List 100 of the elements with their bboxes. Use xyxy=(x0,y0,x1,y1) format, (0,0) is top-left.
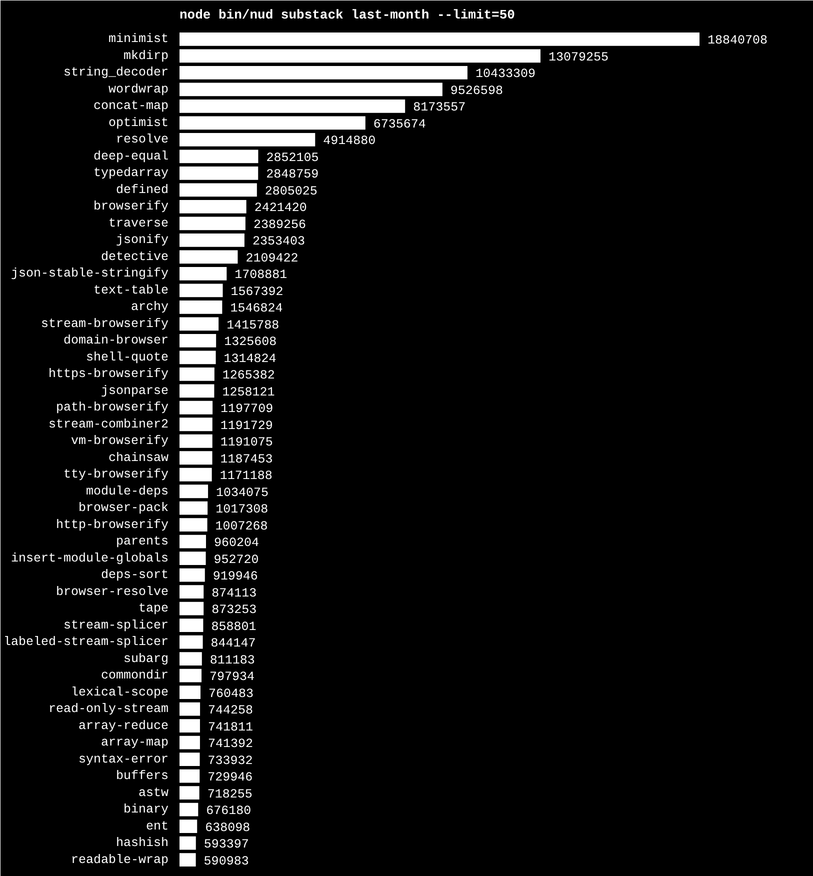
bar xyxy=(180,216,246,230)
bar xyxy=(180,166,258,180)
data-label: 1034075 xyxy=(216,486,269,500)
data-label: 2805025 xyxy=(264,184,318,198)
data-label: 760483 xyxy=(208,686,254,701)
y-tick-label: read-only-stream xyxy=(48,702,169,716)
data-label: 638098 xyxy=(205,820,250,835)
y-tick-label: jsonify xyxy=(116,233,169,248)
y-tick-label: browser-pack xyxy=(78,501,168,516)
bar xyxy=(180,133,316,146)
data-label: 1197709 xyxy=(220,402,274,416)
bar xyxy=(180,367,214,381)
y-tick-label: hashish xyxy=(116,836,169,850)
bar xyxy=(180,853,196,866)
bar xyxy=(180,602,204,616)
y-tick-label: typedarray xyxy=(93,166,169,180)
bar xyxy=(180,100,406,113)
y-tick-label: optimist xyxy=(108,116,169,130)
y-tick-label: defined xyxy=(116,182,169,197)
y-tick-label: browser-resolve xyxy=(56,584,169,599)
y-tick-label: domain-browser xyxy=(63,334,169,348)
y-tick-label: jsonparse xyxy=(100,384,169,398)
bar xyxy=(180,32,700,46)
y-tick-label: module-deps xyxy=(86,484,168,498)
bar xyxy=(180,769,200,783)
bar xyxy=(180,116,366,130)
bar xyxy=(180,468,212,482)
bar xyxy=(180,719,200,733)
y-tick-label: stream-splicer xyxy=(63,618,169,632)
y-tick-label: parents xyxy=(116,534,169,549)
bar xyxy=(180,266,227,280)
data-label: 952720 xyxy=(214,552,259,567)
data-label: 874113 xyxy=(212,586,257,600)
data-label: 1415788 xyxy=(226,318,280,332)
data-label: 718255 xyxy=(207,787,252,802)
bar xyxy=(180,150,258,164)
y-tick-label: browserify xyxy=(93,200,169,214)
data-label: 1708881 xyxy=(234,268,288,282)
data-label: 873253 xyxy=(212,603,257,618)
y-tick-label: minimist xyxy=(108,32,169,46)
bar xyxy=(180,635,203,649)
y-tick-label: concat-map xyxy=(93,99,169,114)
data-label: 593397 xyxy=(204,838,249,852)
y-tick-label: resolve xyxy=(116,132,169,147)
bar xyxy=(180,49,540,63)
y-tick-label: buffers xyxy=(116,769,169,784)
data-label: 1567392 xyxy=(230,284,284,299)
data-label: 744258 xyxy=(208,704,254,718)
bar xyxy=(180,334,216,348)
bar xyxy=(180,652,202,666)
data-label: 1017308 xyxy=(216,502,268,517)
data-label: 2421420 xyxy=(254,201,307,216)
y-tick-label: detective xyxy=(100,250,169,264)
bar xyxy=(180,434,212,448)
bar xyxy=(180,183,257,197)
bar xyxy=(180,618,204,632)
y-tick-label: tty-browserify xyxy=(63,468,169,482)
bar xyxy=(180,66,468,80)
bar xyxy=(180,501,208,515)
bar xyxy=(180,518,208,532)
data-label: 1265382 xyxy=(222,368,275,383)
y-tick-label: array-reduce xyxy=(78,718,168,733)
data-label: 1546824 xyxy=(230,302,283,316)
data-label: 8173557 xyxy=(413,100,466,115)
bar xyxy=(180,250,238,264)
bar xyxy=(180,233,244,247)
data-label: 741392 xyxy=(208,737,253,752)
y-tick-label: archy xyxy=(130,300,169,314)
bar xyxy=(180,284,223,298)
y-tick-label: traverse xyxy=(108,216,169,230)
y-tick-label: stream-combiner2 xyxy=(48,417,169,432)
data-label: 960204 xyxy=(214,536,260,550)
data-label: 1171188 xyxy=(220,469,272,484)
bar xyxy=(180,686,200,700)
data-label: 1191075 xyxy=(220,436,273,450)
data-label: 844147 xyxy=(210,636,256,651)
data-label: 1191729 xyxy=(220,418,273,433)
y-tick-label: shell-quote xyxy=(86,350,168,364)
bar xyxy=(180,568,205,582)
y-tick-label: subarg xyxy=(123,652,169,666)
bar xyxy=(180,400,213,414)
y-tick-label: vm-browserify xyxy=(70,434,169,448)
data-label: 10433309 xyxy=(475,67,536,82)
bar xyxy=(180,702,200,716)
bar xyxy=(180,451,212,465)
data-label: 2109422 xyxy=(246,251,298,266)
bar xyxy=(180,820,198,833)
y-tick-label: binary xyxy=(123,802,169,817)
bar xyxy=(180,200,246,214)
y-tick-label: syntax-error xyxy=(78,752,168,766)
data-label: 13079255 xyxy=(548,50,608,64)
y-tick-label: stream-browserify xyxy=(40,316,169,331)
y-tick-label: tape xyxy=(138,602,169,616)
data-label: 18840708 xyxy=(708,34,768,48)
y-tick-label: mkdirp xyxy=(123,48,169,63)
y-tick-label: text-table xyxy=(93,283,169,298)
data-label: 1258121 xyxy=(222,385,275,400)
y-tick-label: path-browserify xyxy=(56,400,169,415)
bar xyxy=(180,534,206,548)
data-label: 729946 xyxy=(208,770,253,785)
